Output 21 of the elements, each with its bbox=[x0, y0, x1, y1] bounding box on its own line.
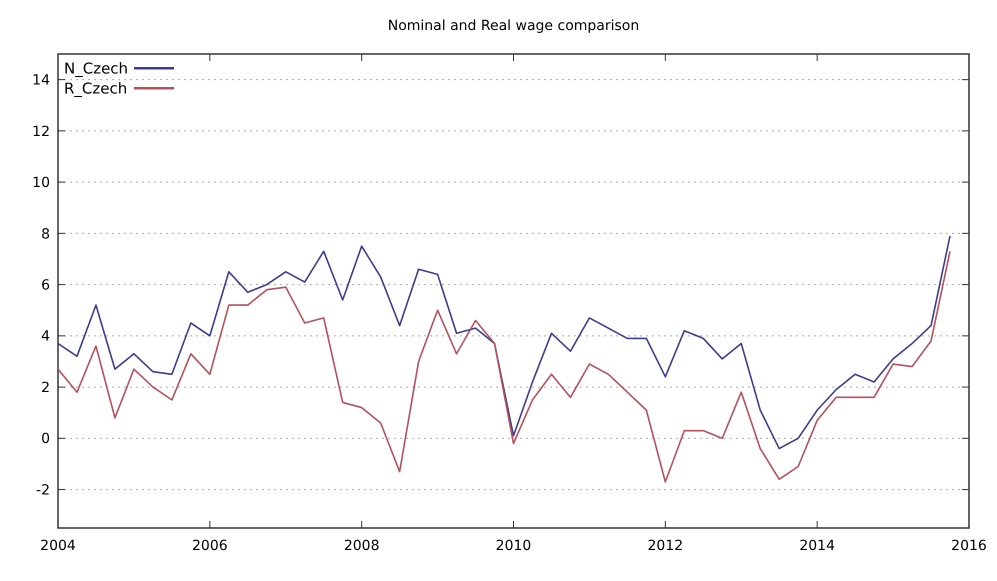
y-tick-label: 12 bbox=[32, 124, 50, 140]
x-tick-label: 2012 bbox=[648, 538, 684, 554]
x-tick-label: 2014 bbox=[799, 538, 836, 554]
y-tick-label: 6 bbox=[41, 277, 50, 294]
y-tick-label: 14 bbox=[32, 72, 50, 89]
y-tick-label: 4 bbox=[41, 328, 50, 345]
x-tick-label: 2008 bbox=[344, 538, 380, 554]
y-tick-label: 10 bbox=[32, 175, 50, 192]
y-tick-label: -2 bbox=[36, 482, 50, 498]
legend-label: R_Czech bbox=[64, 79, 128, 98]
x-tick-label: 2016 bbox=[951, 538, 987, 554]
y-tick-label: 0 bbox=[41, 431, 50, 448]
line-series bbox=[57, 235, 951, 450]
x-tick-label: 2010 bbox=[496, 538, 532, 554]
x-tick-label: 2006 bbox=[192, 538, 228, 554]
y-tick-label: 8 bbox=[41, 226, 50, 242]
x-tick-label: 2004 bbox=[40, 538, 76, 554]
chart-title: Nominal and Real wage comparison bbox=[388, 18, 640, 34]
y-tick-label: 2 bbox=[41, 380, 50, 396]
legend-label: N_Czech bbox=[64, 59, 128, 78]
line-series bbox=[57, 250, 951, 483]
